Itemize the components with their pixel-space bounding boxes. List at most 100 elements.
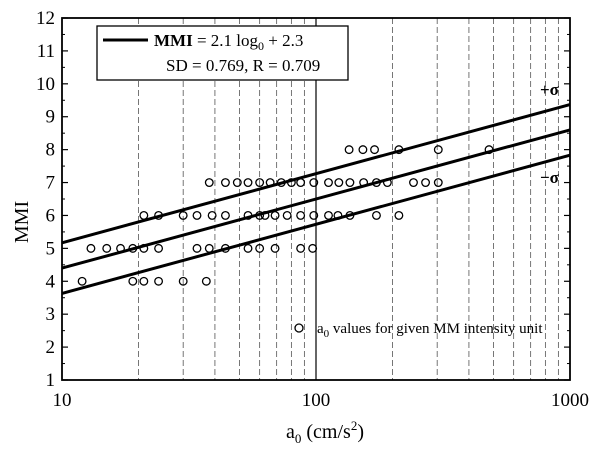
data-point [255, 178, 265, 187]
points-legend-sub: 0 [324, 328, 330, 340]
x-axis-title-sup: 2 [351, 418, 358, 433]
data-point [243, 243, 253, 253]
data-point [154, 276, 164, 286]
x-tick-label: 1000 [551, 390, 589, 411]
data-point [102, 243, 112, 253]
data-point [324, 211, 333, 220]
regression-legend-box [96, 25, 349, 81]
regression-legend: MMI = 2.1 log0 + 2.3 SD = 0.769, R = 0.7… [96, 25, 349, 81]
data-point [309, 178, 319, 187]
data-point [139, 276, 149, 286]
data-point [358, 145, 368, 155]
points-legend: a0 values for given MM intensity unit [294, 321, 543, 340]
data-point [409, 178, 418, 187]
points-legend-text: values for given MM intensity unit [329, 321, 543, 337]
data-point [296, 211, 306, 220]
y-tick-label: 7 [46, 173, 56, 194]
x-axis-title-sub: 0 [295, 431, 302, 446]
x-axis-title-close: ) [357, 421, 364, 443]
upper-sigma-line [61, 103, 571, 245]
regression-equation-label: MMI [154, 31, 193, 50]
data-point [270, 211, 280, 220]
data-point [309, 211, 319, 220]
regression-equation-prefix: = 2.1 log [193, 31, 259, 50]
data-point [344, 145, 354, 155]
data-point [286, 178, 296, 187]
y-tick-label: 8 [46, 140, 56, 161]
y-tick-label: 4 [46, 271, 56, 292]
data-point [334, 178, 344, 187]
regression-equation-suffix: + 2.3 [264, 31, 303, 50]
data-point [308, 243, 318, 253]
data-point [154, 211, 164, 220]
data-point [220, 178, 230, 187]
data-point [370, 145, 379, 155]
data-point [421, 178, 431, 187]
lower-sigma-line [61, 153, 571, 295]
data-point [192, 211, 202, 220]
y-tick-label: 1 [46, 370, 56, 391]
data-point [265, 178, 275, 187]
data-point [260, 211, 270, 220]
y-tick-label: 10 [36, 74, 55, 95]
data-point [204, 243, 214, 253]
data-point [345, 178, 355, 187]
regression-equation-sub: 0 [258, 39, 264, 53]
data-point [324, 178, 333, 187]
data-point [282, 211, 292, 220]
lower-sigma-label: −σ [540, 168, 560, 187]
y-tick-label: 5 [46, 238, 56, 259]
data-point [270, 243, 280, 253]
points-legend-marker [294, 323, 304, 333]
data-point [243, 178, 253, 187]
data-point [204, 178, 214, 187]
data-point [178, 211, 188, 220]
data-point [207, 211, 217, 220]
plot-frame [61, 17, 571, 381]
x-axis-title-base: a [286, 421, 295, 443]
data-point [220, 243, 230, 253]
points-legend-label: a0 values for given MM intensity unit [317, 321, 543, 340]
data-point [128, 276, 138, 286]
data-point [333, 211, 343, 220]
y-tick-label: 9 [46, 107, 56, 128]
data-point [372, 211, 381, 220]
data-point [296, 178, 306, 187]
data-point [201, 276, 211, 286]
data-point [128, 243, 138, 253]
data-point [433, 145, 443, 155]
x-axis-title-units: (cm/s [301, 421, 351, 443]
data-point [296, 243, 306, 253]
x-tick-label: 100 [302, 390, 331, 411]
upper-sigma-label: +σ [540, 80, 560, 99]
x-tick-label: 10 [53, 390, 72, 411]
data-point [220, 211, 230, 220]
data-point [359, 178, 369, 187]
y-axis-title: MMI [11, 201, 33, 243]
data-point [433, 178, 443, 187]
data-point [86, 243, 96, 253]
data-point [154, 243, 164, 253]
data-point [276, 178, 286, 187]
data-point [255, 211, 265, 220]
data-point [178, 276, 188, 286]
data-point [139, 211, 149, 220]
y-tick-label: 12 [36, 8, 55, 29]
data-point [382, 178, 392, 187]
y-tick-label: 2 [46, 337, 56, 358]
data-point [345, 211, 355, 220]
y-tick-label: 3 [46, 304, 56, 325]
y-tick-label: 11 [37, 41, 55, 62]
data-point [394, 211, 404, 220]
regression-equation: MMI = 2.1 log0 + 2.3 [154, 31, 303, 53]
data-points [77, 145, 494, 286]
x-axis-title: a0 (cm/s2) [286, 418, 364, 446]
data-point [232, 178, 242, 187]
data-point [192, 243, 202, 253]
regression-stats: SD = 0.769, R = 0.709 [166, 56, 320, 75]
data-point [372, 178, 381, 187]
data-point [139, 243, 149, 253]
points-legend-base: a [317, 321, 324, 337]
